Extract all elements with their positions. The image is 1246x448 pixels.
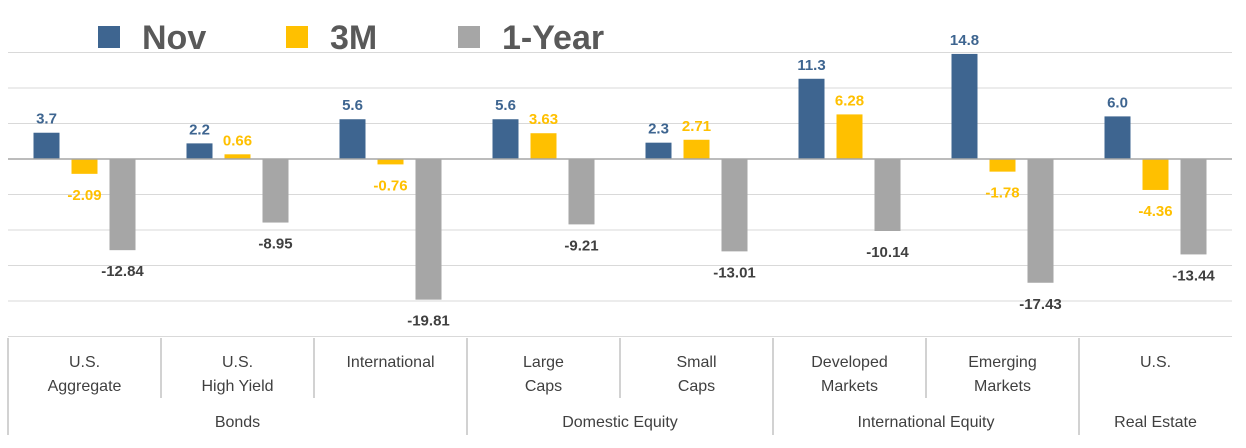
data-label-1-year: -19.81	[407, 313, 450, 330]
data-label-3m: -1.78	[985, 185, 1019, 202]
bar-3m-international	[377, 159, 404, 165]
group-label-domestic-equity: Domestic Equity	[562, 414, 678, 431]
data-label-nov: 6.0	[1107, 94, 1128, 111]
category-label: U.S.	[1140, 354, 1171, 371]
data-label-1-year: -12.84	[101, 263, 144, 280]
bar-nov-emerging-markets	[951, 53, 978, 159]
legend-swatch	[286, 26, 308, 48]
data-label-3m: -0.76	[373, 177, 407, 194]
bar-nov-u-s-high-yield	[186, 143, 213, 159]
bar-1-year-developed-markets	[874, 159, 901, 231]
category-axis: U.S. Aggregate U.S. High Yield International…	[7, 158, 1232, 435]
category-label: Emerging Markets	[968, 354, 1036, 395]
category-label: U.S. Aggregate	[48, 354, 122, 395]
bar-3m-developed-markets	[836, 114, 863, 159]
category-label: Small Caps	[676, 354, 716, 395]
bar-nov-large-caps	[492, 119, 519, 159]
bar-nov-international	[339, 119, 366, 159]
data-label-3m: -4.36	[1138, 203, 1172, 220]
group-label-bonds: Bonds	[215, 414, 260, 431]
legend-label: 3M	[330, 19, 377, 57]
category-label: Developed Markets	[811, 354, 888, 395]
bar-nov-u-s-aggregate	[33, 132, 60, 159]
data-label-3m: 2.71	[682, 118, 711, 135]
group-label-real-estate: Real Estate	[1114, 414, 1197, 431]
data-label-3m: 3.63	[529, 111, 558, 128]
bar-1-year-small-caps	[721, 159, 748, 252]
data-label-nov: 11.3	[797, 57, 825, 74]
category-label: International	[346, 354, 434, 371]
bars	[33, 53, 1207, 300]
data-label-3m: 0.66	[223, 132, 252, 149]
data-label-nov: 14.8	[950, 32, 979, 49]
data-label-1-year: -8.95	[258, 236, 292, 253]
data-label-nov: 5.6	[342, 97, 363, 114]
category-label: U.S. High Yield	[201, 354, 273, 395]
bar-1-year-emerging-markets	[1027, 159, 1054, 283]
legend-swatch	[458, 26, 480, 48]
data-labels: 3.7 2.2 5.6 5.6 2.3 11.3 14.8 6.0 -2.09 0.66 -0.76…	[36, 32, 1215, 330]
data-label-1-year: -17.43	[1019, 296, 1062, 313]
legend: Nov 3M 1-Year	[98, 19, 604, 57]
data-label-nov: 2.2	[189, 121, 210, 138]
data-label-nov: 2.3	[648, 121, 669, 138]
legend-item-1-year: 1-Year	[458, 19, 604, 57]
legend-item-3m: 3M	[286, 19, 377, 57]
bar-3m-small-caps	[683, 139, 710, 159]
bar-nov-u-s	[1104, 116, 1131, 159]
bar-1-year-u-s-aggregate	[109, 159, 136, 251]
legend-label: 1-Year	[502, 19, 604, 57]
bar-1-year-large-caps	[568, 159, 595, 225]
group-label-international-equity: International Equity	[858, 414, 995, 431]
gridlines	[8, 52, 1232, 337]
data-label-1-year: -13.44	[1172, 267, 1215, 284]
bar-nov-small-caps	[645, 142, 672, 159]
bar-3m-u-s	[1142, 159, 1169, 190]
legend-swatch	[98, 26, 120, 48]
data-label-nov: 3.7	[36, 111, 57, 128]
data-label-1-year: -10.14	[866, 244, 909, 261]
bar-1-year-u-s-high-yield	[262, 159, 289, 223]
data-label-1-year: -9.21	[564, 237, 598, 254]
data-label-3m: -2.09	[67, 187, 101, 204]
data-label-nov: 5.6	[495, 97, 516, 114]
bar-1-year-international	[415, 159, 442, 300]
bar-3m-emerging-markets	[989, 159, 1016, 172]
category-label: Large Caps	[523, 354, 564, 395]
legend-label: Nov	[142, 19, 206, 57]
bar-3m-u-s-high-yield	[224, 154, 251, 159]
data-label-3m: 6.28	[835, 92, 864, 109]
data-label-1-year: -13.01	[713, 264, 756, 281]
bar-3m-large-caps	[530, 133, 557, 159]
bar-1-year-u-s	[1180, 159, 1207, 255]
bar-nov-developed-markets	[798, 78, 825, 159]
bar-3m-u-s-aggregate	[71, 159, 98, 174]
legend-item-nov: Nov	[98, 19, 206, 57]
